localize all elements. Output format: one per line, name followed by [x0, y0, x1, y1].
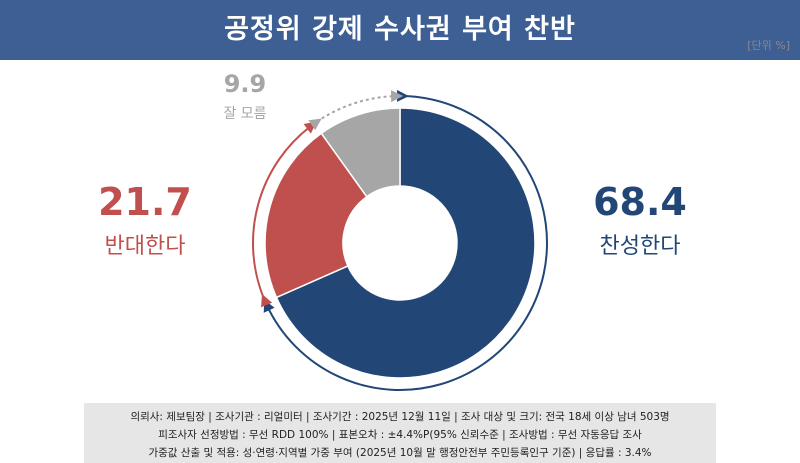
unsure-value-label: 9.9: [223, 70, 267, 98]
disagree-value-label: 21.7: [98, 180, 192, 224]
arc-disagree: [252, 121, 317, 308]
survey-info-line-3: 가중값 산출 및 적용: 성·연령·지역별 가중 부여 (2025년 10월 말…: [148, 447, 652, 459]
unsure-label: 잘 모름: [223, 106, 267, 122]
unit-label: [단위 %]: [747, 39, 790, 52]
disagree-label: 반대한다: [104, 234, 186, 259]
donut-hole: [343, 186, 457, 300]
arc-unsure: [308, 90, 404, 131]
survey-info-box: 의뢰사: 제보팀장 | 조사기관 : 리얼미터 | 조사기간 : 2025년 1…: [84, 403, 716, 463]
title-bar: [0, 0, 800, 60]
chart-title: 공정위 강제 수사권 부여 찬반: [224, 14, 576, 45]
agree-value-label: 68.4: [593, 180, 687, 224]
arc-agree: [263, 89, 548, 391]
survey-info-line-2: 피조사자 선정방법 : 무선 RDD 100% | 표본오차 : ±4.4%P(…: [158, 429, 642, 441]
agree-label: 찬성한다: [599, 234, 681, 259]
survey-info-line-1: 의뢰사: 제보팀장 | 조사기관 : 리얼미터 | 조사기간 : 2025년 1…: [130, 411, 670, 423]
donut-chart: [252, 89, 548, 391]
